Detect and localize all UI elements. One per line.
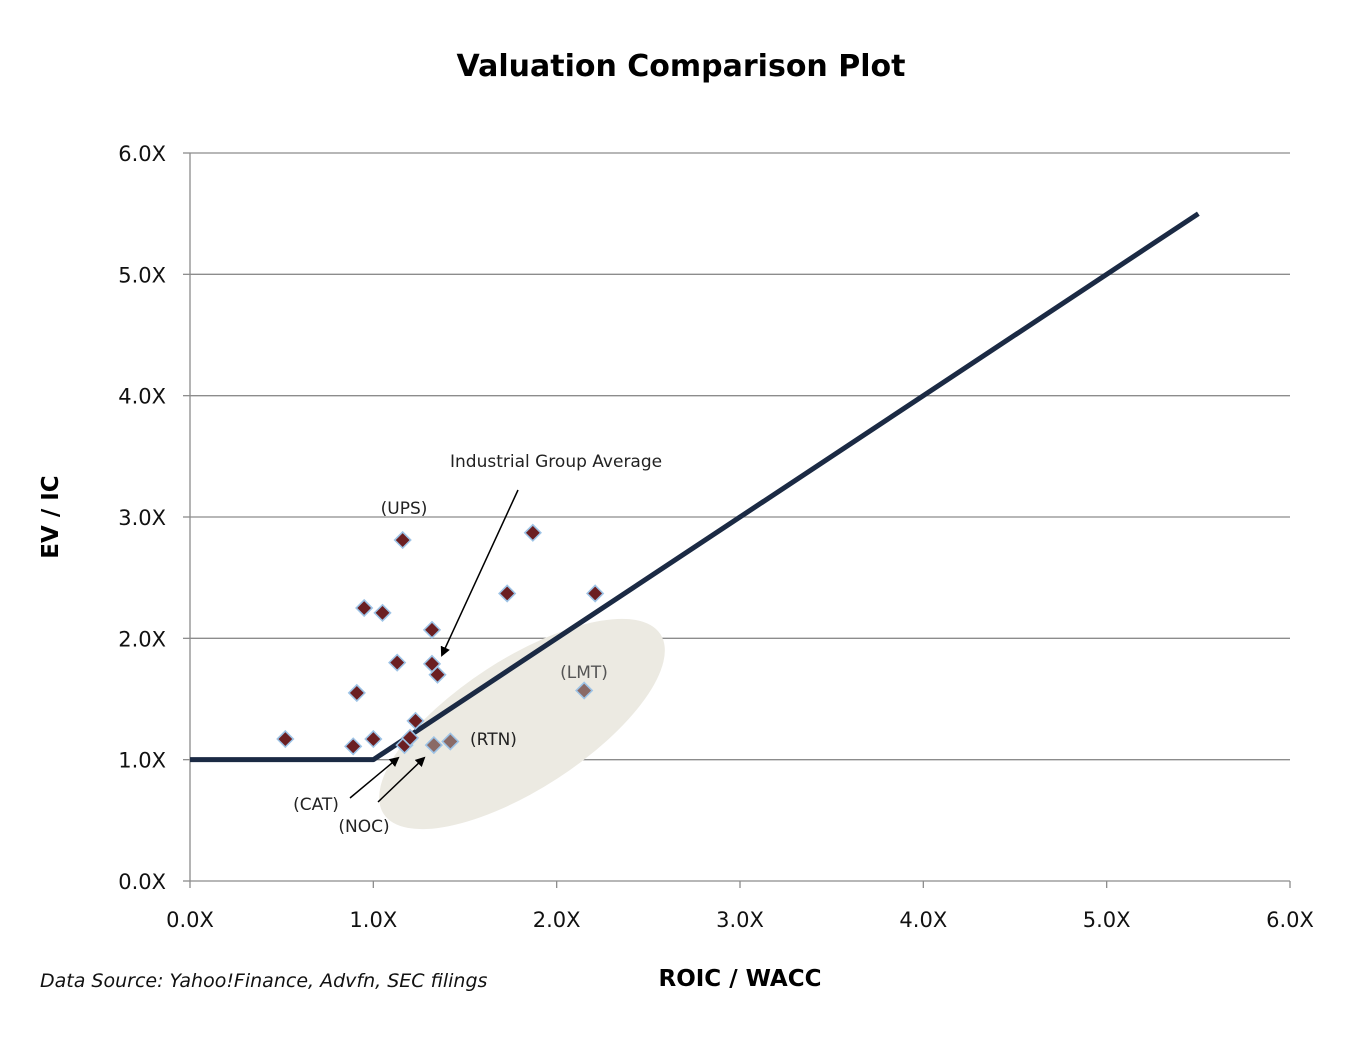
arrow-cat <box>349 756 400 799</box>
x-tick-label: 1.0X <box>349 908 397 932</box>
y-tick-label: 3.0X <box>118 506 166 530</box>
x-tick-label: 2.0X <box>533 908 581 932</box>
y-tick-label: 5.0X <box>118 263 166 287</box>
x-tick-label: 0.0X <box>166 908 214 932</box>
reference-line-group <box>190 211 1200 763</box>
data-point-marker <box>355 598 374 618</box>
highlighted-data-point-marker <box>441 732 460 751</box>
arrow-noc <box>377 756 426 803</box>
data-point-marker <box>373 603 392 622</box>
data-point-marker <box>400 728 420 747</box>
chart-title: Valuation Comparison Plot <box>457 49 906 84</box>
annotation-rtn: (RTN) <box>470 730 517 750</box>
highlighted-data-point-marker <box>424 735 443 755</box>
y-tick-label: 2.0X <box>118 627 166 651</box>
y-tick-label: 4.0X <box>118 385 166 409</box>
data-point-marker <box>498 584 517 603</box>
annotation-industrial-average: Industrial Group Average <box>450 452 662 472</box>
annotation-ups: (UPS) <box>381 499 428 519</box>
data-point-marker <box>393 530 412 550</box>
data-point-marker <box>276 729 295 749</box>
data-point-marker <box>523 523 542 542</box>
data-source-note: Data Source: Yahoo!Finance, Advfn, SEC f… <box>40 970 488 992</box>
data-point-marker <box>344 737 363 756</box>
data-point-marker <box>388 653 407 672</box>
data-point-marker <box>428 665 447 684</box>
x-tick-label: 6.0X <box>1266 908 1314 932</box>
annotation-cat: (CAT) <box>293 795 339 815</box>
x-axis-label: ROIC / WACC <box>658 966 821 992</box>
data-point-marker <box>586 584 605 603</box>
reference-line <box>190 211 1200 763</box>
y-axis-label: EV / IC <box>38 475 64 558</box>
annotation-noc: (NOC) <box>338 817 389 837</box>
highlighted-data-point-marker <box>575 681 594 700</box>
y-tick-label: 0.0X <box>118 870 166 894</box>
x-tick-label: 3.0X <box>716 908 764 932</box>
data-point-marker <box>364 729 383 749</box>
tick-labels: 0.0X 1.0X 2.0X 3.0X 4.0X 5.0X 6.0X 0.0X 1.0X 2.0X… <box>118 142 1314 932</box>
arrow-industrial-average <box>440 489 519 657</box>
x-tick-label: 5.0X <box>1083 908 1131 932</box>
grid-lines <box>190 152 1290 761</box>
highlight-region <box>379 618 665 830</box>
data-point-marker <box>347 683 366 703</box>
annotation-arrows <box>349 489 519 803</box>
annotation-lmt: (LMT) <box>560 663 608 683</box>
highlight-ellipse <box>379 618 665 830</box>
data-point-marker <box>422 620 442 639</box>
y-tick-label: 6.0X <box>118 142 166 166</box>
data-point-marker <box>406 711 425 730</box>
data-points <box>276 523 605 756</box>
x-tick-label: 4.0X <box>899 908 947 932</box>
y-tick-label: 1.0X <box>118 749 166 773</box>
